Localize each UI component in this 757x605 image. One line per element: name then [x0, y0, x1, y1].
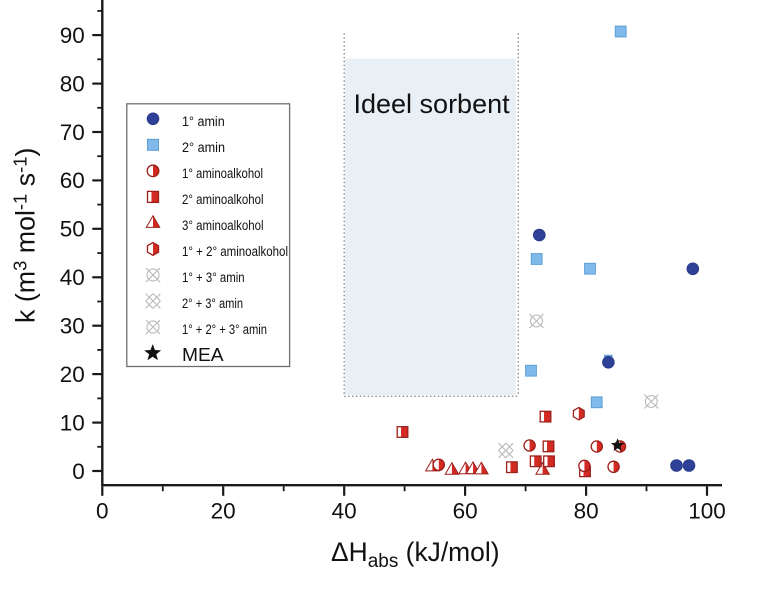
svg-text:1° + 2° aminoalkohol: 1° + 2° aminoalkohol — [182, 244, 288, 259]
svg-text:20: 20 — [60, 362, 85, 387]
svg-text:2° aminoalkohol: 2° aminoalkohol — [182, 192, 264, 207]
svg-text:90: 90 — [60, 23, 85, 48]
svg-text:0: 0 — [72, 459, 85, 484]
svg-text:30: 30 — [60, 314, 85, 339]
svg-text:40: 40 — [60, 265, 85, 290]
svg-text:k (m3 mol-1 s-1): k (m3 mol-1 s-1) — [9, 148, 40, 323]
svg-text:1° + 2° + 3° amin: 1° + 2° + 3° amin — [182, 322, 267, 337]
svg-text:ΔHabs (kJ/mol): ΔHabs (kJ/mol) — [331, 537, 499, 572]
svg-text:70: 70 — [60, 120, 85, 145]
svg-text:60: 60 — [60, 168, 85, 193]
svg-text:10: 10 — [60, 410, 85, 435]
svg-text:60: 60 — [453, 498, 478, 523]
svg-text:1° aminoalkohol: 1° aminoalkohol — [182, 166, 263, 181]
svg-text:1° amin: 1° amin — [182, 114, 225, 129]
svg-text:0: 0 — [96, 498, 109, 523]
svg-text:MEA: MEA — [182, 344, 224, 365]
svg-text:Ideel sorbent: Ideel sorbent — [354, 89, 511, 119]
svg-text:50: 50 — [60, 217, 85, 242]
svg-text:2° amin: 2° amin — [182, 140, 225, 155]
svg-text:100: 100 — [688, 498, 726, 523]
svg-text:80: 80 — [60, 71, 85, 96]
svg-text:2° + 3° amin: 2° + 3° amin — [182, 296, 243, 311]
svg-text:80: 80 — [574, 498, 599, 523]
svg-text:1° + 3° amin: 1° + 3° amin — [182, 270, 245, 285]
svg-text:40: 40 — [332, 498, 357, 523]
svg-text:3° aminoalkohol: 3° aminoalkohol — [182, 218, 264, 233]
svg-text:20: 20 — [211, 498, 236, 523]
